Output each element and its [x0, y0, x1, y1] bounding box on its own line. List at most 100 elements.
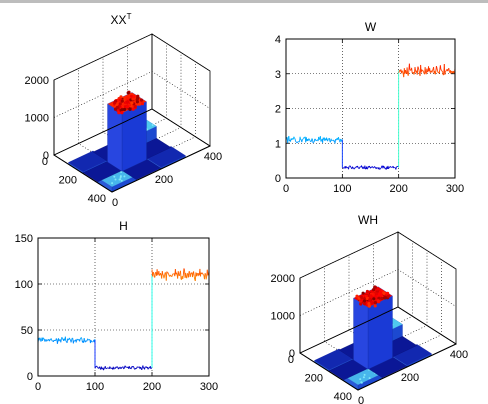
xxt-surface-peak-texture — [118, 102, 122, 106]
h-axes-box — [37, 237, 210, 377]
xxt-title-main: XX — [111, 13, 127, 27]
xxt-surface-peak-texture — [126, 91, 130, 95]
w-series-segment — [313, 139, 316, 143]
h-series-segment — [156, 269, 159, 276]
xxt-surface-peak-texture — [117, 111, 121, 115]
w-series-segment — [402, 71, 404, 75]
xxt-surface-peak-texture — [131, 107, 135, 111]
h-series-segment — [196, 273, 198, 277]
h-series-segment — [202, 273, 204, 276]
h-series-segment — [104, 366, 107, 369]
h-series-segment — [99, 366, 101, 369]
wh-surface-peak-texture — [372, 288, 376, 292]
xxt-block-face-front — [121, 101, 147, 172]
h-tick-labels: 0 100 200 300 0 50 100 150 — [15, 233, 219, 393]
xxt-surface-peak-texture — [140, 102, 144, 106]
xxt-surface-peak-texture — [132, 94, 136, 99]
h-y-tick-label: 0 — [27, 371, 33, 383]
wh-surface-peak-texture — [382, 291, 386, 295]
wh-surface-peak-texture — [365, 289, 369, 294]
w-series-segment — [445, 70, 447, 73]
h-series-segment — [180, 270, 182, 280]
wh-surface-peak-texture — [376, 299, 380, 303]
wh-y-tick-label: 200 — [305, 373, 323, 385]
w-series-segment — [389, 165, 392, 168]
xxt-surface-plateau-texture — [120, 179, 123, 182]
xxt-front-edges — [53, 145, 211, 193]
h-x-tick-label: 100 — [86, 381, 104, 393]
w-series-segment — [328, 138, 331, 142]
w-series-segment — [398, 71, 400, 73]
w-series-segment — [308, 138, 311, 140]
h-series-segment — [70, 339, 73, 343]
h-series-segment — [157, 274, 159, 276]
w-series-segment — [380, 165, 383, 169]
wh-y-tick-label: 0 — [288, 354, 294, 366]
w-series-segment — [438, 69, 441, 74]
wh-surface-peak-texture — [378, 290, 382, 294]
w-series-segment — [370, 167, 372, 169]
h-series-segment — [80, 337, 83, 340]
h-series-segment — [177, 271, 180, 275]
wh-z-tick-label: 0 — [289, 348, 295, 360]
w-x-tick-label: 300 — [446, 183, 464, 195]
w-x-tick-label: 100 — [333, 183, 351, 195]
h-series-segment — [207, 273, 209, 276]
xxt-surface-peak-texture — [120, 99, 124, 103]
wh-surface-peak-texture — [368, 298, 372, 302]
h-series-segment — [60, 338, 62, 343]
h-series-segment — [188, 271, 190, 278]
w-series-segment — [393, 167, 395, 169]
h-series-segment — [136, 366, 139, 368]
wh-x-tick-label: 400 — [450, 349, 468, 361]
xxt-z-tick-label: 1000 — [25, 113, 49, 125]
w-x-tick-label: 0 — [283, 183, 289, 195]
wh-z-tick-label: 2000 — [271, 273, 295, 285]
h-series-segment — [103, 368, 105, 371]
w-series-segment — [401, 70, 403, 72]
h-series-segment — [87, 338, 89, 340]
w-series-segment — [337, 137, 340, 139]
w-series-segment — [448, 68, 450, 72]
w-series-segment — [404, 69, 407, 73]
wh-surface-peak-texture — [361, 291, 365, 295]
xxt-surface-peak-texture — [128, 107, 132, 111]
wh-surface-peak-texture — [379, 293, 383, 297]
w-series-segment — [435, 65, 438, 69]
h-series-segment — [151, 367, 153, 369]
panel-w-line: 0 100 200 300 0 1 2 3 4 W — [275, 20, 464, 195]
w-line-series — [285, 63, 456, 170]
xxt-tick-labels: 0 1000 2000 0 200 400 0 200 400 — [25, 75, 223, 209]
h-series-segment — [205, 276, 208, 280]
wh-surface-peak-texture — [367, 304, 371, 308]
h-series-segment — [137, 366, 140, 368]
panel-wh-surface: 0 1000 2000 0 200 400 0 200 400 WH — [271, 213, 469, 404]
w-series-segment — [301, 139, 303, 143]
h-series-segment — [192, 273, 194, 278]
xxt-surface-plateau-texture — [119, 178, 122, 181]
h-series-segment — [94, 366, 96, 369]
xxt-surface-plateau-texture — [113, 175, 116, 178]
wh-block-face-left — [353, 297, 369, 370]
panel-h-line: 0 100 200 300 0 50 100 150 H — [15, 219, 219, 393]
xxt-block-face-left — [107, 103, 123, 172]
h-series-segment — [154, 272, 156, 278]
xxt-block-top — [146, 146, 186, 168]
wh-block-top — [392, 344, 432, 366]
wh-surface-peak-texture — [375, 292, 379, 296]
xxt-y-tick-label: 200 — [59, 175, 77, 187]
h-x-tick-label: 300 — [200, 381, 218, 393]
wh-surface-peak-texture — [363, 302, 367, 306]
w-series-segment — [366, 168, 369, 170]
w-series-segment — [310, 140, 312, 143]
h-series-segment — [39, 337, 41, 339]
h-series-segment — [69, 338, 71, 341]
wh-surface-peak-texture — [362, 299, 367, 303]
h-series-segment — [51, 339, 53, 342]
w-series-segment — [353, 168, 356, 170]
h-series-segment — [64, 336, 67, 342]
w-series-segment — [295, 141, 298, 143]
h-x-tick-label: 200 — [143, 381, 161, 393]
w-series-segment — [311, 138, 313, 140]
xxt-surface-peak-texture — [126, 105, 130, 109]
